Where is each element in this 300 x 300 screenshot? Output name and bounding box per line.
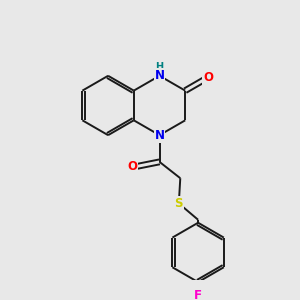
Text: O: O	[203, 71, 213, 84]
Text: N: N	[154, 129, 164, 142]
Text: F: F	[194, 289, 202, 300]
Text: O: O	[127, 160, 137, 173]
Text: S: S	[175, 197, 183, 210]
Text: N: N	[154, 69, 164, 82]
Text: H: H	[155, 62, 164, 72]
